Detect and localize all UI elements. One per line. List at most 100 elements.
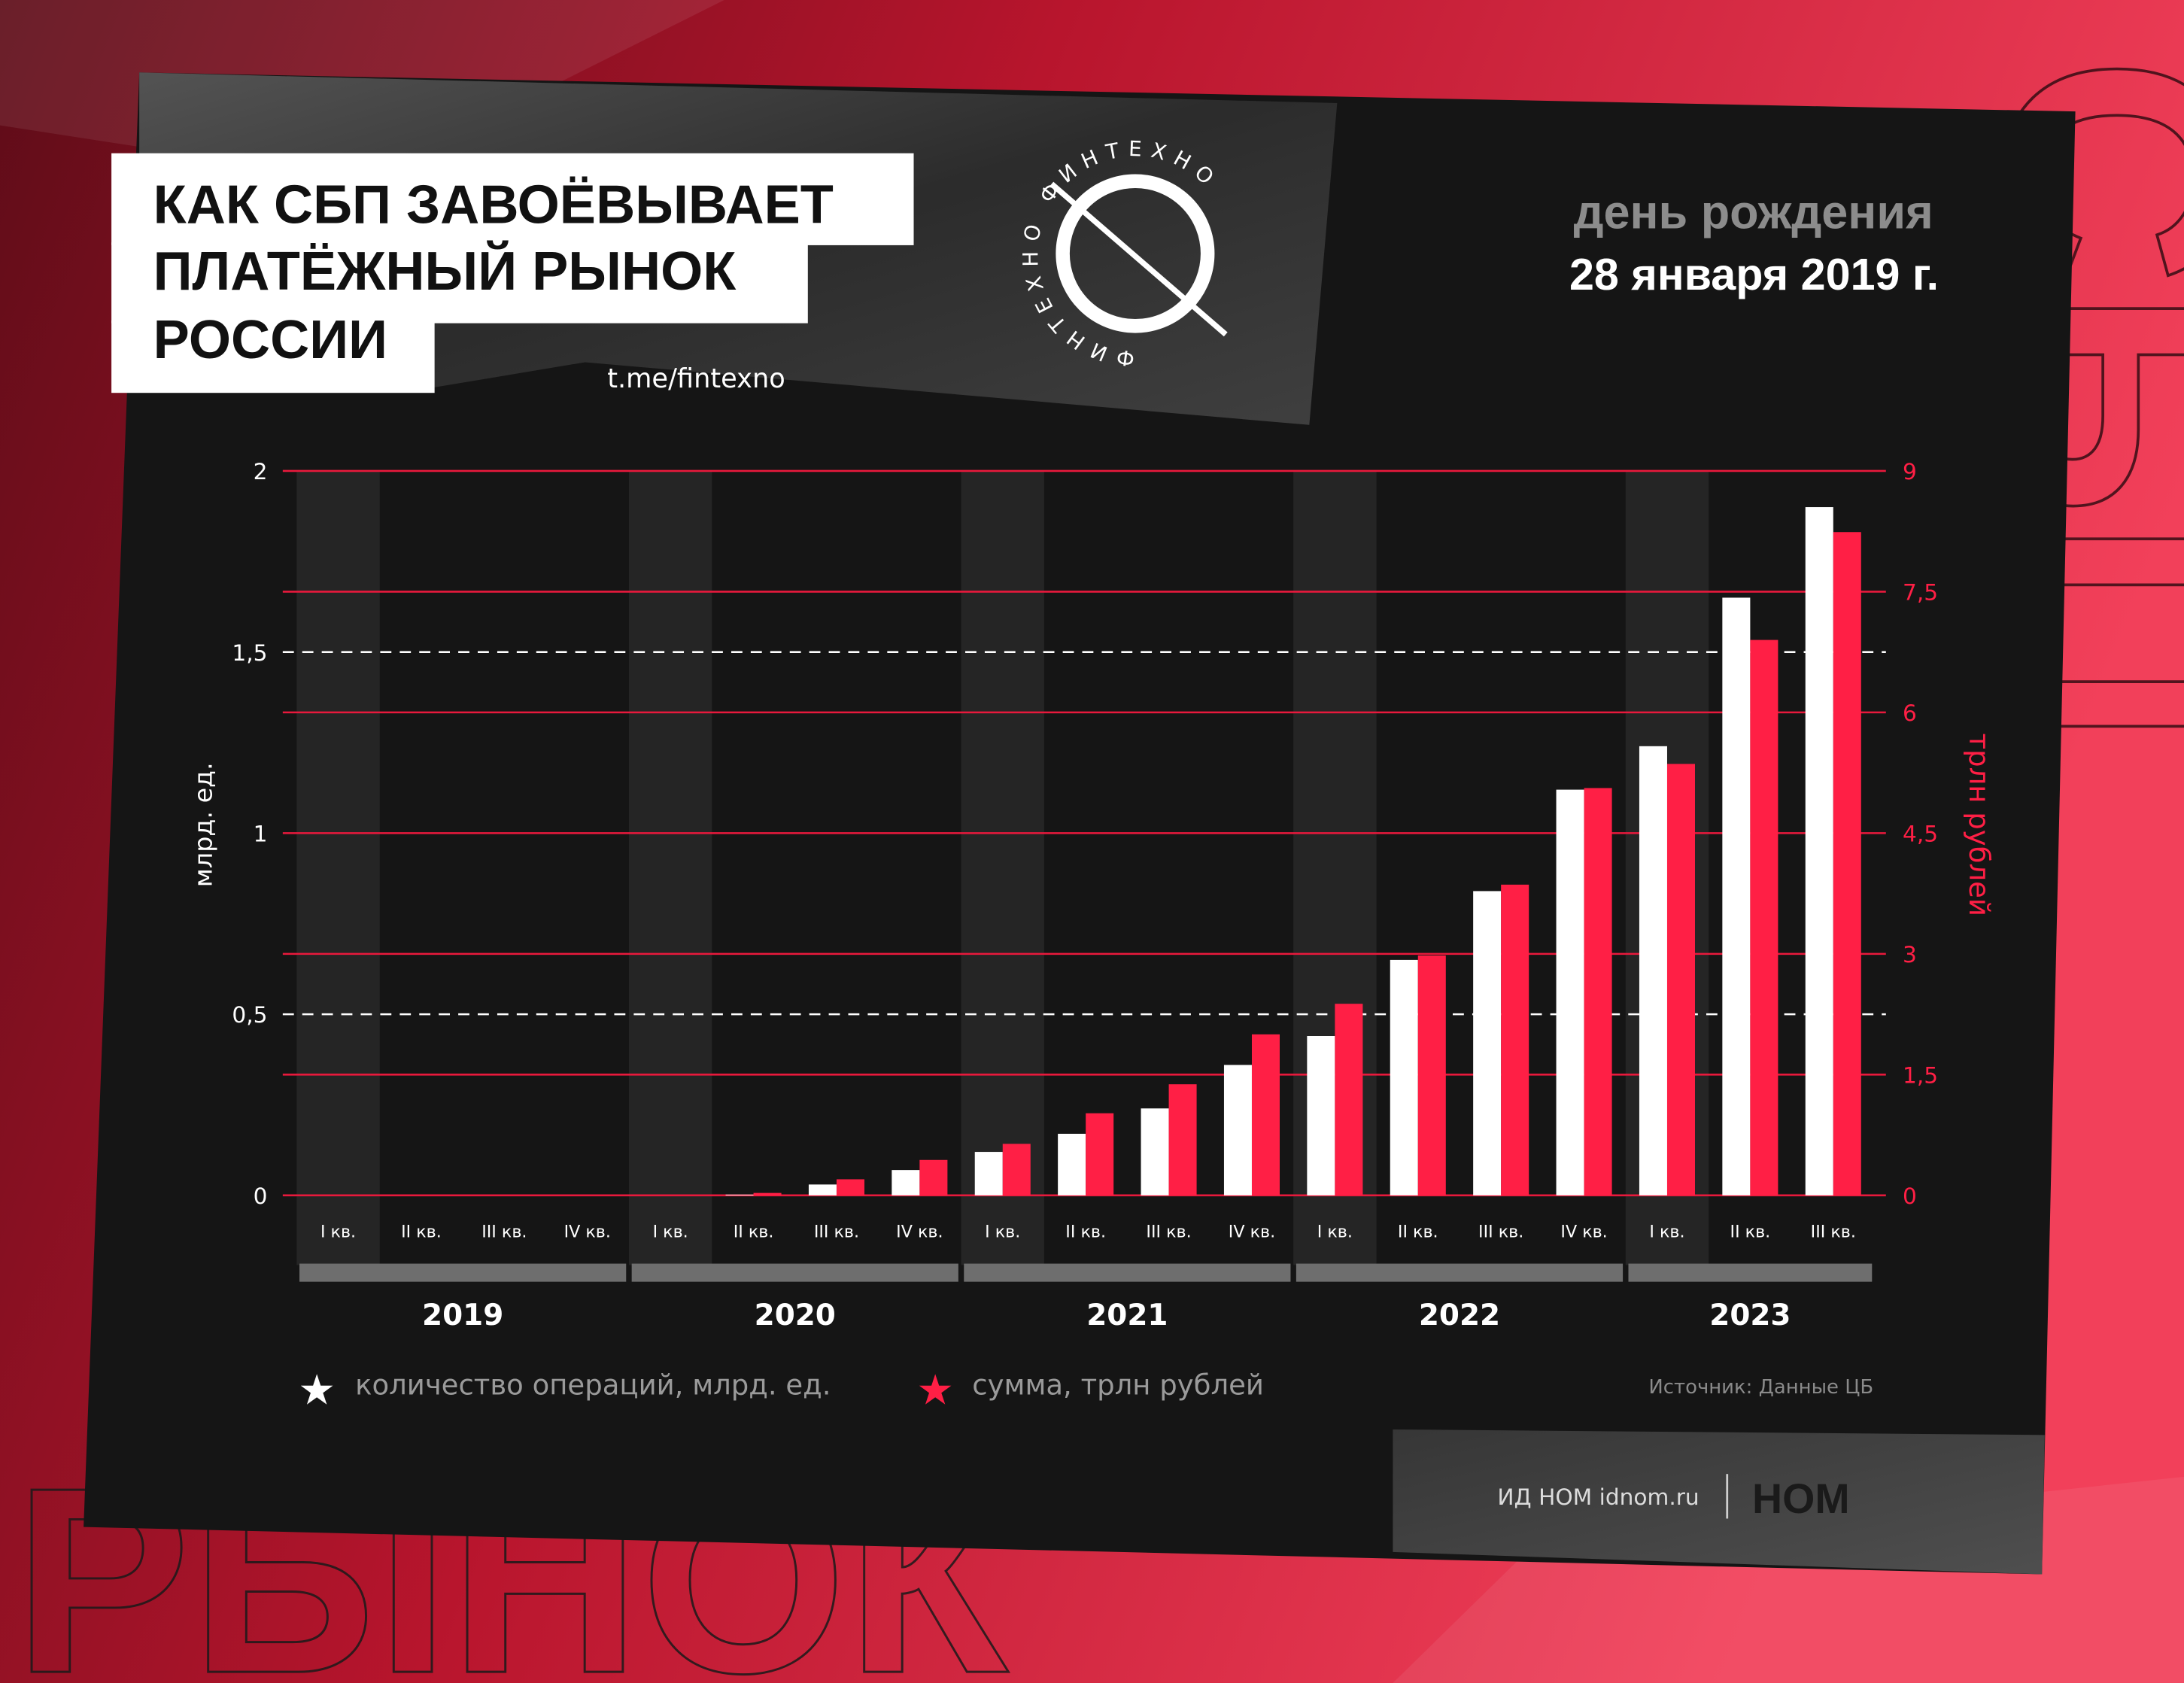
page-title-line-2: ПЛАТЁЖНЫЙ РЫНОК: [153, 240, 737, 302]
birthday-label: день рождения: [1574, 187, 1933, 239]
x-tick-quarter: I кв.: [1317, 1222, 1353, 1241]
footer-texture: [1393, 1429, 2045, 1575]
title-box: [111, 242, 808, 324]
legend-count-label: количество операций, млрд. ед.: [355, 1369, 831, 1402]
x-tick-quarter: III кв.: [1478, 1222, 1523, 1241]
year-first-quarter-shade: [628, 470, 712, 1265]
title-box: [111, 153, 914, 245]
x-axis-year-labels: 2019 2020 2021 2022 2023: [422, 1299, 1791, 1332]
bar-count: [892, 1170, 920, 1195]
bar-sum: [1086, 1113, 1114, 1195]
bar-sum: [753, 1192, 782, 1195]
x-tick-quarter: II кв.: [734, 1222, 774, 1241]
y-tick-right: 3: [1903, 942, 1917, 968]
bar-count: [1058, 1133, 1086, 1195]
x-tick-quarter: II кв.: [1065, 1222, 1106, 1241]
x-tick-quarter: IV кв.: [1229, 1222, 1275, 1241]
logo-circle-icon: [1056, 174, 1215, 333]
x-tick-quarter: IV кв.: [1560, 1222, 1607, 1241]
bar-count: [1141, 1108, 1169, 1195]
bar-sum: [1168, 1084, 1197, 1195]
x-axis-quarter-labels: I кв. II кв. III кв. IV кв. I кв. II кв. III к…: [320, 1222, 1856, 1241]
bar-sum: [1501, 884, 1529, 1195]
bar-sum: [1584, 788, 1612, 1195]
bar-sum: [1833, 532, 1861, 1195]
x-tick-quarter: IV кв.: [896, 1222, 943, 1241]
bar-sum: [919, 1159, 948, 1195]
bar-count: [1473, 891, 1502, 1195]
x-tick-quarter: I кв.: [985, 1222, 1020, 1241]
bar-sum: [836, 1179, 864, 1195]
bar-count: [808, 1184, 837, 1195]
x-tick-quarter: I кв.: [1649, 1222, 1684, 1241]
bar-count: [1390, 959, 1418, 1195]
bar-sum: [1335, 1004, 1363, 1195]
year-first-quarter-shade: [961, 470, 1044, 1265]
y-tick-right: 7,5: [1903, 580, 1938, 606]
y-axis-right-ticks: 0 1,5 3 4,5 6 7,5 9: [1903, 459, 1938, 1209]
legend-star-icon-red: ★: [916, 1366, 954, 1415]
page-title-line-3: РОССИИ: [153, 310, 387, 370]
legend-sum-label: сумма, трлн рублей: [972, 1369, 1264, 1402]
birthday-date: 28 января 2019 г.: [1569, 249, 1939, 299]
chart-bars: [725, 507, 1861, 1195]
x-axis-year-bands: [299, 1263, 1873, 1282]
year-first-quarter-shade: [296, 470, 380, 1265]
year-band: [299, 1263, 627, 1282]
y-tick-right: 0: [1903, 1183, 1917, 1209]
x-tick-quarter: II кв.: [1730, 1222, 1771, 1241]
bar-count: [1722, 597, 1751, 1195]
y-tick-left: 0,5: [232, 1002, 267, 1028]
year-label: 2019: [422, 1299, 503, 1332]
y-tick-left: 1: [254, 821, 268, 846]
bar-count: [1805, 507, 1833, 1195]
y-tick-right: 1,5: [1903, 1062, 1938, 1088]
bar-sum: [1002, 1144, 1031, 1195]
year-label: 2020: [755, 1299, 836, 1332]
page-title-line-1: КАК СБП ЗАВОЁВЫВАЕТ: [153, 175, 834, 235]
bar-sum: [1251, 1034, 1280, 1195]
x-tick-quarter: III кв.: [481, 1222, 527, 1241]
y-tick-left: 2: [254, 459, 268, 485]
y-axis-left-label: млрд. ед.: [188, 762, 217, 887]
year-label: 2021: [1086, 1299, 1168, 1332]
publisher-site[interactable]: ИД НОМ idnom.ru: [1497, 1484, 1699, 1510]
x-tick-quarter: III кв.: [1811, 1222, 1856, 1241]
y-tick-left: 0: [254, 1183, 268, 1209]
y-axis-left-ticks: 0 0,5 1 1,5 2: [232, 459, 267, 1209]
legend: ★ количество операций, млрд. ед. ★ сумма…: [298, 1366, 1264, 1415]
bar-count: [1307, 1035, 1335, 1195]
year-label: 2022: [1419, 1299, 1500, 1332]
x-tick-quarter: II кв.: [1398, 1222, 1438, 1241]
telegram-link[interactable]: t.me/fintexno: [607, 363, 785, 394]
title-box: [111, 320, 435, 393]
bar-count: [1223, 1065, 1252, 1195]
bar-sum: [1666, 764, 1696, 1195]
x-tick-quarter: I кв.: [653, 1222, 688, 1241]
chart-panel: [84, 72, 2076, 1575]
bar-count: [1639, 746, 1667, 1195]
source-note: Источник: Данные ЦБ: [1648, 1376, 1873, 1399]
x-tick-quarter: II кв.: [401, 1222, 442, 1241]
logo-slash-icon: [1049, 181, 1228, 337]
bar-sum: [1417, 955, 1446, 1195]
y-tick-right: 9: [1903, 459, 1917, 485]
x-tick-quarter: III кв.: [814, 1222, 859, 1241]
year-band: [631, 1263, 958, 1282]
y-tick-right: 6: [1903, 700, 1917, 726]
bar-sum: [1750, 639, 1778, 1195]
y-tick-right: 4,5: [1903, 821, 1938, 846]
x-tick-quarter: I кв.: [320, 1222, 356, 1241]
y-axis-right-label: трлн рублей: [1963, 734, 1995, 916]
bar-count: [1556, 789, 1584, 1195]
x-tick-quarter: III кв.: [1146, 1222, 1191, 1241]
year-band: [1628, 1263, 1873, 1282]
y-tick-left: 1,5: [232, 640, 267, 666]
year-band: [964, 1263, 1291, 1282]
publisher-logo: НОМ: [1752, 1475, 1850, 1522]
bar-count: [974, 1152, 1003, 1195]
chart-area: 0 0,5 1 1,5 2 0 1,5 3 4,5 6 7,5 9 I кв. II кв. III к…: [188, 459, 1994, 1332]
year-band: [1296, 1263, 1624, 1282]
